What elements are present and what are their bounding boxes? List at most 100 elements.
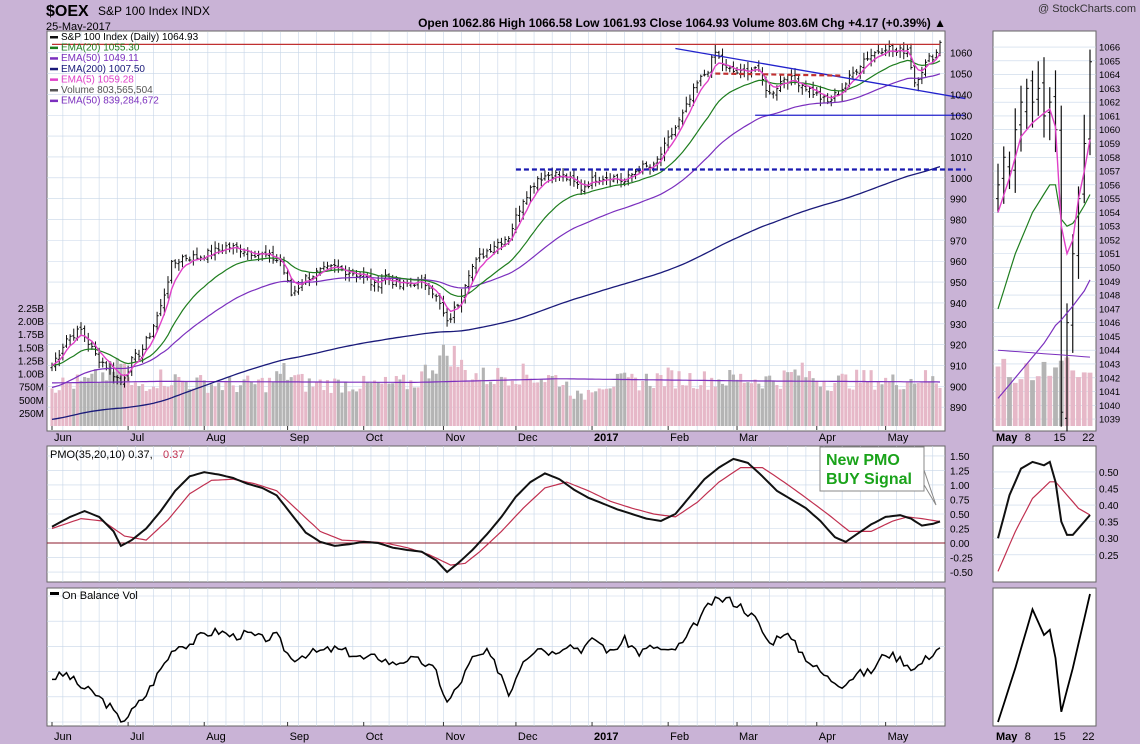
zoom-pmo-signal-line xyxy=(997,481,1091,572)
zoom-volume-bar xyxy=(1012,382,1018,426)
volume-bar xyxy=(876,381,880,426)
zoom-x-axis-label: May xyxy=(996,731,1018,743)
volume-bar xyxy=(735,379,739,426)
volume-bar xyxy=(492,384,496,426)
x-axis-label: Feb xyxy=(670,731,689,743)
volume-bar xyxy=(438,355,442,426)
annotation-line-1: New PMO xyxy=(826,452,900,469)
zoom-pmo-tick-label: 0.25 xyxy=(1099,551,1119,562)
volume-bar xyxy=(148,389,152,426)
zoom-price-tick-label: 1044 xyxy=(1099,346,1120,357)
volume-bar xyxy=(380,383,384,426)
volume-bar xyxy=(547,375,551,426)
price-tick-label: 930 xyxy=(950,320,967,331)
legend-swatch xyxy=(50,46,58,50)
volume-bar xyxy=(873,389,877,426)
volume-bar xyxy=(456,366,460,426)
volume-bar xyxy=(286,379,290,426)
volume-bar xyxy=(619,373,623,426)
volume-bar xyxy=(793,369,797,426)
zoom-price-tick-label: 1050 xyxy=(1099,263,1120,274)
volume-bar xyxy=(282,363,286,426)
volume-bar xyxy=(572,398,576,426)
volume-bar xyxy=(344,381,348,426)
price-tick-label: 990 xyxy=(950,195,967,206)
legend-swatch xyxy=(50,36,58,39)
volume-bar xyxy=(115,358,119,426)
volume-bar xyxy=(467,381,471,426)
volume-bar xyxy=(64,383,69,426)
zoom-volume-bar xyxy=(1070,370,1076,426)
zoom-pmo-tick-label: 0.35 xyxy=(1099,518,1119,529)
volume-bar xyxy=(699,385,703,426)
legend-swatch xyxy=(50,89,58,92)
volume-bar xyxy=(231,385,235,426)
volume-bar xyxy=(354,391,358,426)
volume-bar xyxy=(865,381,870,426)
index-name: S&P 100 Index INDX xyxy=(98,4,210,18)
zoom-price-tick-label: 1047 xyxy=(1099,304,1120,315)
x-axis-label: Mar xyxy=(739,731,758,743)
x-axis-label: Nov xyxy=(445,432,465,444)
legend-entry: EMA(50) 839,284,672 xyxy=(61,96,159,107)
volume-bar xyxy=(869,370,873,426)
zoom-volume-bar xyxy=(995,366,1001,426)
zoom-x-axis-label: 8 xyxy=(1025,731,1031,743)
volume-bar xyxy=(278,373,282,426)
volume-bar xyxy=(108,361,112,426)
volume-bar xyxy=(159,369,163,426)
volume-bar xyxy=(525,374,529,426)
zoom-volume-bar xyxy=(1024,363,1030,426)
volume-bar xyxy=(880,384,884,426)
volume-bar xyxy=(271,382,275,426)
zoom-price-tick-label: 1045 xyxy=(1099,332,1120,343)
obv-panel xyxy=(46,587,946,727)
volume-bar xyxy=(862,370,866,426)
price-tick-label: 1030 xyxy=(950,111,973,122)
pmo-tick-label: 0.25 xyxy=(950,525,970,536)
volume-bar xyxy=(768,375,772,426)
pmo-tick-label: 0.00 xyxy=(950,539,970,550)
volume-bar xyxy=(405,389,409,426)
zoom-price-tick-label: 1046 xyxy=(1099,318,1120,329)
zoom-ema50-line xyxy=(997,279,1091,399)
zoom-x-axis-label: 15 xyxy=(1054,432,1066,444)
volume-bar xyxy=(242,379,246,426)
volume-bar xyxy=(238,385,243,426)
pmo-tick-label: 1.00 xyxy=(950,481,970,492)
volume-bar xyxy=(532,382,536,426)
volume-bar xyxy=(387,383,391,426)
volume-bar xyxy=(739,373,743,426)
x-axis-label: Sep xyxy=(290,432,310,444)
volume-bar xyxy=(376,382,380,426)
callout-box xyxy=(819,446,925,492)
volume-bar xyxy=(61,377,65,426)
volume-bar xyxy=(394,376,398,426)
volume-bar xyxy=(655,373,659,426)
x-axis-label: 2017 xyxy=(594,432,618,444)
zoom-volume-ema-line xyxy=(997,349,1091,358)
volume-bar xyxy=(423,364,427,426)
volume-bar xyxy=(565,381,569,426)
volume-bar xyxy=(93,369,98,426)
volume-bar xyxy=(536,382,540,426)
volume-bar xyxy=(804,377,808,426)
volume-tick-label: 500M xyxy=(19,396,44,407)
volume-bar xyxy=(184,381,188,426)
volume-bar xyxy=(778,388,783,426)
volume-bar xyxy=(905,382,909,426)
zoom-pmo-tick-label: 0.45 xyxy=(1099,484,1119,495)
zoom-volume-bar xyxy=(1076,377,1081,426)
axis-labels: 890 900 910 920 930 940 950 960 970 980 990 1000 101… xyxy=(18,43,1120,743)
x-axis-label: Apr xyxy=(819,731,836,743)
zoom-price-tick-label: 1048 xyxy=(1099,291,1120,302)
volume-bar xyxy=(938,387,942,426)
volume-bar xyxy=(336,379,340,426)
volume-bar xyxy=(760,388,764,426)
volume-bar xyxy=(615,373,619,426)
volume-bar xyxy=(731,374,735,426)
volume-bar xyxy=(474,373,478,426)
pmo-signal-line xyxy=(51,467,941,566)
declining-tops-line xyxy=(675,47,966,100)
volume-bar xyxy=(894,385,899,426)
